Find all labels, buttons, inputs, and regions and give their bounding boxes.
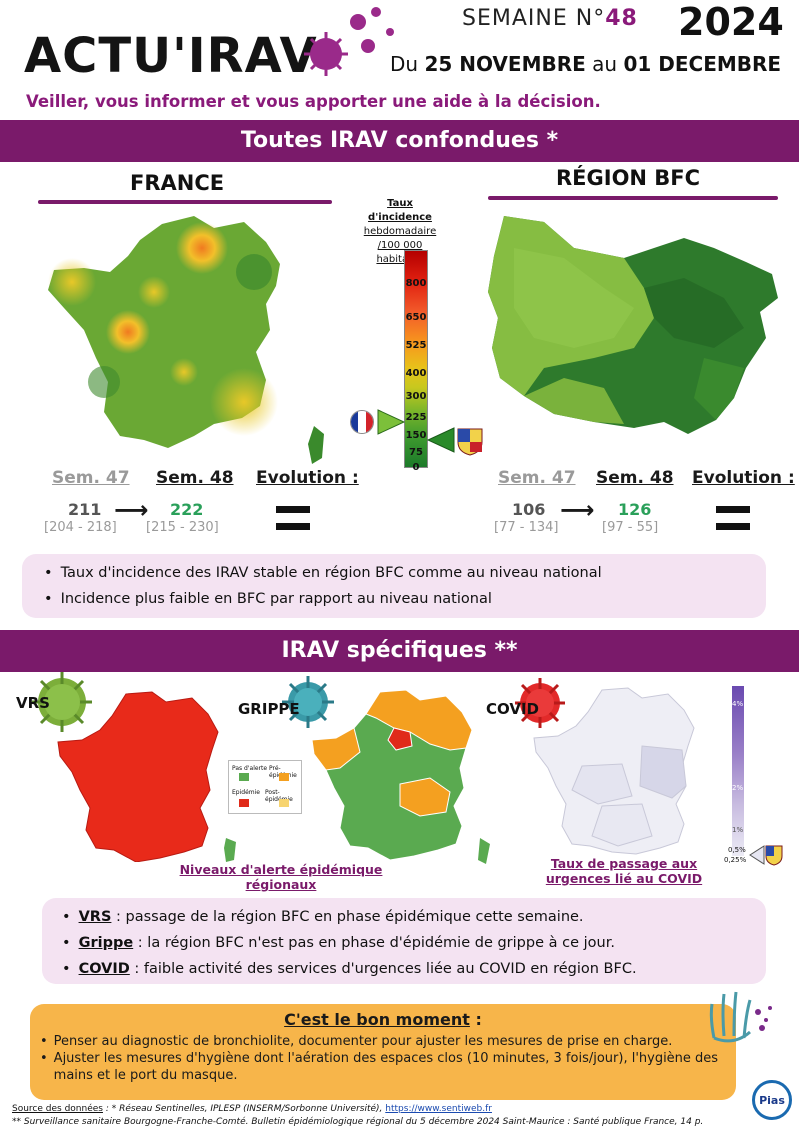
incidence-color-scale xyxy=(404,250,428,468)
summary-box-1: Taux d'incidence des IRAV stable en régi… xyxy=(22,554,766,618)
summary-bullet: Incidence plus faible en BFC par rapport… xyxy=(44,586,744,612)
specific-bullet: COVID : faible activité des services d'u… xyxy=(62,956,746,982)
legend-epidemie-label: Epidémie xyxy=(232,789,260,796)
region-title: RÉGION BFC xyxy=(556,166,701,190)
region-sem-prev-label: Sem. 47 xyxy=(498,468,576,488)
scale-tick: 0 xyxy=(412,462,420,473)
tagline: Veiller, vous informer et vous apporter … xyxy=(26,92,601,111)
section-band-specific-irav: IRAV spécifiques ** xyxy=(0,630,799,672)
specific-bullet: VRS : passage de la région BFC en phase … xyxy=(62,904,746,930)
sources-line-2: ** Surveillance sanitaire Bourgogne-Fran… xyxy=(12,1117,704,1127)
region-incidence-map xyxy=(488,216,778,434)
summary-bullet: Taux d'incidence des IRAV stable en régi… xyxy=(44,560,744,586)
legend-pas-alerte-swatch xyxy=(239,773,249,781)
virus-decoration-icon xyxy=(304,7,394,76)
arrow-right-icon: ⟶ xyxy=(114,496,149,524)
grippe-virus-icon xyxy=(282,676,334,728)
covid-region-marker-icon xyxy=(749,845,783,866)
france-prev-value: 211 xyxy=(68,500,102,519)
region-crest-icon xyxy=(457,428,483,456)
region-curr-range: [97 - 55] xyxy=(602,520,659,535)
region-prev-range: [77 - 134] xyxy=(494,520,559,535)
france-sem-curr-label: Sem. 48 xyxy=(156,468,234,488)
legend-post-epidemie-label: Post-épidémie xyxy=(265,789,293,803)
covid-scale-tick: 0,5% xyxy=(728,846,746,854)
sentiweb-link[interactable]: https://www.sentiweb.fr xyxy=(385,1104,492,1114)
region-underline xyxy=(488,196,778,200)
covid-scale-tick: 1% xyxy=(732,826,744,834)
bon-moment-bullet: • Penser au diagnostic de bronchiolite, d… xyxy=(40,1034,673,1049)
covid-scale-tick: 0,25% xyxy=(724,856,747,864)
france-stable-icon xyxy=(276,506,310,530)
corsica-icon xyxy=(224,838,236,862)
incidence-legend-title: Taux d'incidence hebdomadaire /100 000 h… xyxy=(363,198,437,265)
bon-moment-title: C'est le bon moment : xyxy=(284,1010,482,1029)
covid-scale-tick: 2% xyxy=(732,784,744,792)
france-sem-prev-label: Sem. 47 xyxy=(52,468,130,488)
scale-tick: 650 xyxy=(405,312,427,323)
section-band-all-irav: Toutes IRAV confondues * xyxy=(0,120,799,162)
france-title: FRANCE xyxy=(130,171,225,195)
region-sem-curr-label: Sem. 48 xyxy=(596,468,674,488)
vrs-alert-map xyxy=(57,691,219,862)
vrs-virus-icon xyxy=(32,672,92,732)
france-curr-range: [215 - 230] xyxy=(146,520,219,535)
vrs-label: VRS xyxy=(16,694,50,712)
grippe-alert-map xyxy=(311,689,490,864)
scale-tick: 525 xyxy=(405,340,427,351)
year: 2024 xyxy=(678,0,784,44)
scale-tick: 300 xyxy=(405,391,427,402)
region-level-marker-icon xyxy=(426,427,455,453)
france-prev-range: [204 - 218] xyxy=(44,520,117,535)
bon-moment-box: C'est le bon moment : • Penser au diagnos… xyxy=(30,1004,736,1100)
arrow-right-icon: ⟶ xyxy=(560,496,595,524)
covid-label: COVID xyxy=(486,700,539,718)
region-curr-value: 126 xyxy=(618,500,652,519)
sources-line-1: Source des données : * Réseau Sentinelle… xyxy=(12,1104,492,1114)
covid-map-caption: Taux de passage aux urgences lié au COVI… xyxy=(545,856,703,886)
scale-tick: 150 xyxy=(405,430,427,441)
scale-tick: 75 xyxy=(409,447,423,458)
covid-virus-icon xyxy=(515,678,565,728)
legend-pre-epidemie-swatch xyxy=(279,773,289,781)
hand-germs-icon xyxy=(709,991,772,1043)
covid-scale-tick: 4% xyxy=(732,700,744,708)
legend-epidemie-swatch xyxy=(239,799,249,807)
bulletin-title: ACTU'IRAV xyxy=(24,28,318,84)
legend-pas-alerte-label: Pas d'alerte xyxy=(232,765,268,772)
scale-tick: 400 xyxy=(405,368,427,379)
france-incidence-map xyxy=(48,216,324,464)
covid-rate-map xyxy=(533,687,695,855)
france-flag-icon xyxy=(350,410,374,434)
france-level-marker-icon xyxy=(377,409,406,435)
france-evolution-label: Evolution : xyxy=(256,468,359,488)
region-evolution-label: Evolution : xyxy=(692,468,795,488)
bon-moment-bullet: • Ajuster les mesures d'hygiène dont l'aé… xyxy=(40,1051,719,1083)
france-curr-value: 222 xyxy=(170,500,204,519)
grippe-label: GRIPPE xyxy=(238,700,300,718)
france-underline xyxy=(38,200,332,204)
specific-bullet: Grippe : la région BFC n'est pas en phas… xyxy=(62,930,746,956)
scale-tick: 225 xyxy=(405,412,427,423)
legend-post-epidemie-swatch xyxy=(279,799,289,807)
region-prev-value: 106 xyxy=(512,500,546,519)
alert-map-caption: Niveaux d'alerte épidémique régionaux xyxy=(179,862,383,892)
covid-color-scale xyxy=(732,686,744,856)
region-stable-icon xyxy=(716,506,750,530)
summary-box-2: VRS : passage de la région BFC en phase … xyxy=(42,898,766,984)
date-range: Du 25 NOVEMBRE au 01 DECEMBRE xyxy=(390,52,782,76)
scale-tick: 800 xyxy=(405,278,427,289)
week-number: SEMAINE N°48 xyxy=(462,6,638,31)
alert-legend: Pas d'alerte Pré-épidémie Epidémie Post-… xyxy=(228,760,302,814)
pias-logo: Pias xyxy=(752,1080,792,1120)
